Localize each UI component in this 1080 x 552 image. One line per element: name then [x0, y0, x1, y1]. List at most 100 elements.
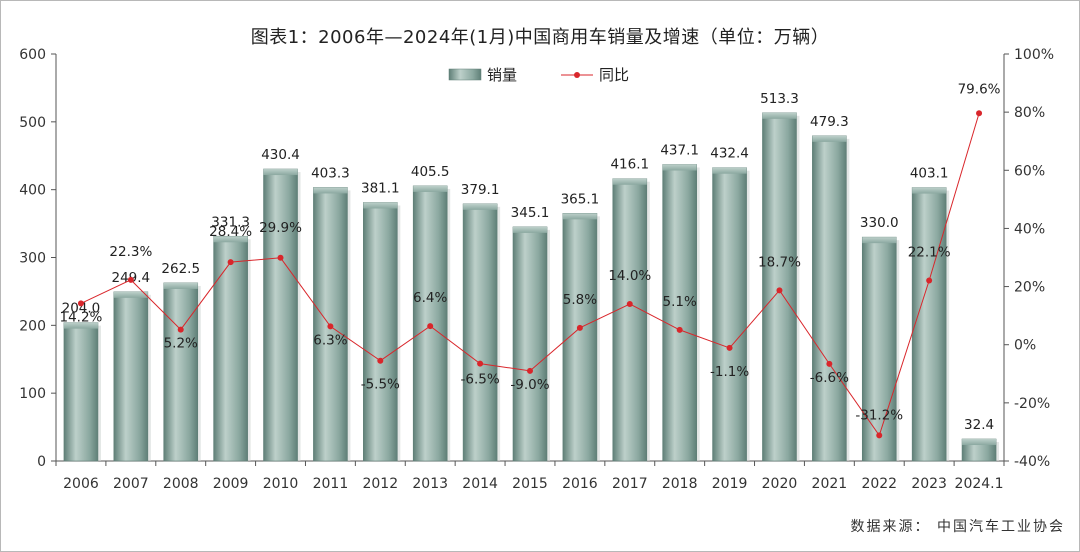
bar-sales [63, 322, 99, 462]
x-axis-tick-label: 2007 [113, 476, 149, 492]
line-yoy-point [976, 110, 983, 117]
x-axis-tick-label: 2017 [612, 476, 648, 492]
bar-sales [213, 235, 248, 462]
bar-value-label: 32.4 [964, 417, 994, 433]
left-axis-tick-label: 600 [19, 47, 46, 63]
bar-sales-cap [812, 135, 847, 142]
line-yoy-point [876, 432, 883, 439]
x-axis-tick-label: 2024.1 [955, 476, 1004, 492]
bar-value-label: 365.1 [561, 191, 600, 207]
x-axis-tick-label: 2012 [362, 476, 398, 492]
line-yoy-point [527, 367, 533, 374]
chart-title: 图表1：2006年—2024年(1月)中国商用车销量及增速（单位：万辆） [250, 27, 830, 48]
x-axis-tick-label: 2021 [812, 476, 848, 492]
line-value-label: 22.1% [908, 244, 951, 260]
x-axis-tick-label: 2013 [412, 476, 448, 492]
line-value-label: 6.4% [413, 290, 447, 306]
x-axis-tick-label: 2019 [712, 476, 748, 492]
bar-sales-cap [562, 213, 597, 220]
bar-sales-cap [263, 169, 298, 176]
bar-sales [562, 213, 598, 462]
x-axis-tick-label: 2014 [462, 476, 498, 492]
right-axis-tick-label: -20% [1014, 396, 1050, 412]
bar-sales-cap [463, 203, 498, 210]
line-value-label: -31.2% [855, 407, 903, 423]
x-axis-tick-label: 2020 [762, 476, 798, 492]
x-axis-tick-label: 2011 [313, 476, 349, 492]
line-value-label: 5.1% [663, 294, 697, 310]
bar-sales-cap [513, 226, 547, 233]
line-value-label: 22.3% [109, 244, 152, 260]
bar-sales [263, 168, 298, 462]
left-axis-tick-label: 400 [19, 183, 46, 199]
bar-sales [712, 167, 747, 462]
right-axis-tick-label: 80% [1014, 105, 1045, 121]
line-yoy-point [427, 323, 434, 330]
bar-sales-cap [862, 237, 897, 244]
line-yoy-point [177, 326, 184, 333]
right-axis-tick-label: 0% [1014, 338, 1036, 354]
x-axis-tick-label: 2016 [562, 476, 598, 492]
right-axis-tick-label: 60% [1014, 163, 1045, 179]
line-value-label: -9.0% [510, 377, 549, 393]
bar-sales-cap [213, 236, 248, 243]
line-yoy-point [77, 300, 84, 307]
bar-sales-cap [962, 439, 997, 446]
line-value-label: 14.0% [608, 268, 651, 284]
line-yoy-point [477, 360, 484, 367]
line-yoy-point [576, 324, 583, 331]
x-axis-tick-label: 2009 [213, 476, 249, 492]
bar-sales-cap [63, 322, 98, 329]
legend-label-sales: 销量 [487, 66, 517, 84]
bar-sales [363, 202, 398, 462]
bar-sales-cap [662, 164, 697, 171]
x-axis-tick-label: 2023 [911, 476, 947, 492]
line-value-label: -1.1% [710, 364, 749, 380]
right-axis-tick-label: 20% [1014, 280, 1045, 296]
bar-sales [612, 178, 648, 462]
bar-sales [113, 291, 149, 462]
x-axis-tick-label: 2018 [662, 476, 698, 492]
bar-value-label: 416.1 [610, 157, 649, 173]
bar-value-label: 379.1 [461, 182, 500, 198]
bar-value-label: 381.1 [361, 180, 400, 196]
left-axis-tick-label: 500 [19, 115, 46, 131]
line-yoy-point [676, 326, 683, 333]
bar-sales-cap [363, 202, 398, 209]
bar-sales-cap [313, 187, 348, 194]
bar-sales-cap [912, 187, 947, 194]
x-axis-tick-label: 2008 [163, 476, 199, 492]
line-value-label: 79.6% [958, 81, 1001, 97]
left-axis-tick-label: 0 [37, 454, 46, 470]
right-axis-tick-label: 40% [1014, 221, 1045, 237]
bar-sales [762, 112, 797, 462]
line-yoy-point [776, 287, 783, 294]
line-value-label: 18.7% [758, 254, 801, 270]
line-value-label: 14.2% [60, 309, 103, 325]
bar-sales-cap [163, 282, 198, 289]
x-axis-tick-label: 2010 [263, 476, 299, 492]
line-yoy-point [277, 254, 284, 261]
legend-swatch-yoy-marker [574, 72, 580, 78]
bar-sales [812, 135, 847, 462]
bar-value-label: 405.5 [411, 164, 450, 180]
bar-value-label: 403.3 [311, 165, 350, 181]
bar-sales [911, 187, 947, 462]
bar-value-label: 204.0 [62, 301, 101, 317]
line-yoy-point [327, 323, 334, 330]
line-value-label: 5.2% [164, 336, 198, 352]
bar-sales-cap [113, 291, 148, 298]
bar-value-label: 479.3 [810, 114, 849, 130]
right-axis-tick-label: -40% [1014, 454, 1050, 470]
bar-sales [462, 203, 498, 462]
line-value-label: -6.6% [810, 370, 849, 386]
line-value-label: -5.5% [361, 377, 400, 393]
line-yoy-point [826, 360, 833, 367]
line-value-label: 29.9% [259, 220, 302, 236]
bar-value-label: 330.0 [860, 215, 899, 231]
bar-sales [662, 164, 697, 462]
line-yoy-point [127, 276, 134, 283]
line-yoy-point [626, 301, 633, 308]
